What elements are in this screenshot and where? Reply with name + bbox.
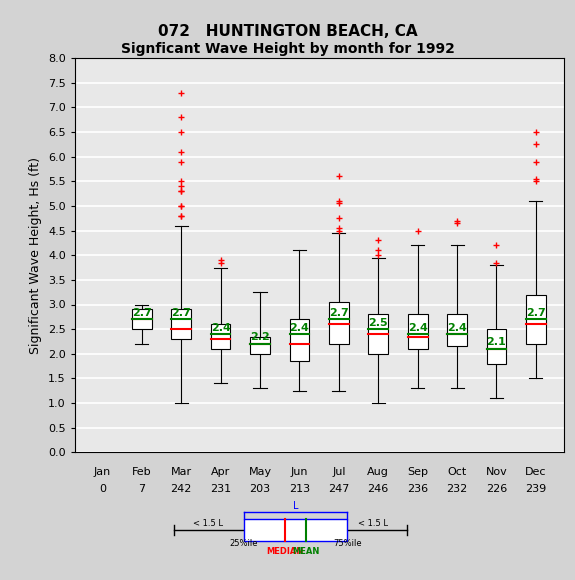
Text: Mar: Mar — [171, 467, 191, 477]
Text: 239: 239 — [526, 484, 546, 494]
Text: 242: 242 — [170, 484, 192, 494]
Text: Dec: Dec — [525, 467, 547, 477]
Text: Aug: Aug — [367, 467, 389, 477]
Bar — [408, 314, 428, 349]
Text: 7: 7 — [138, 484, 145, 494]
Text: 246: 246 — [367, 484, 389, 494]
Text: < 1.5 L: < 1.5 L — [358, 519, 388, 528]
Text: 232: 232 — [446, 484, 467, 494]
Text: 226: 226 — [486, 484, 507, 494]
Text: 203: 203 — [250, 484, 271, 494]
Text: 2.4: 2.4 — [447, 322, 467, 332]
Text: 247: 247 — [328, 484, 350, 494]
Bar — [290, 319, 309, 361]
Text: 2.7: 2.7 — [526, 308, 546, 318]
Text: Feb: Feb — [132, 467, 152, 477]
Bar — [447, 314, 467, 346]
Bar — [210, 324, 231, 349]
Text: 236: 236 — [407, 484, 428, 494]
Text: 2.7: 2.7 — [171, 308, 191, 318]
Bar — [250, 336, 270, 354]
Text: MEAN: MEAN — [292, 547, 320, 556]
Text: 2.2: 2.2 — [250, 332, 270, 342]
Text: Signficant Wave Height by month for 1992: Signficant Wave Height by month for 1992 — [121, 42, 454, 56]
Text: May: May — [248, 467, 271, 477]
Text: Jul: Jul — [332, 467, 346, 477]
Text: 231: 231 — [210, 484, 231, 494]
Text: Jan: Jan — [94, 467, 111, 477]
Text: 213: 213 — [289, 484, 310, 494]
Bar — [526, 295, 546, 344]
Bar — [329, 302, 348, 344]
Text: 2.4: 2.4 — [210, 322, 231, 332]
Text: 2.7: 2.7 — [132, 308, 152, 318]
Text: Jun: Jun — [291, 467, 308, 477]
Text: 2.7: 2.7 — [329, 308, 348, 318]
Text: Oct: Oct — [447, 467, 467, 477]
Text: 072   HUNTINGTON BEACH, CA: 072 HUNTINGTON BEACH, CA — [158, 24, 417, 39]
Bar — [369, 314, 388, 354]
Bar — [132, 310, 152, 329]
Text: 2.4: 2.4 — [289, 322, 309, 332]
Bar — [486, 329, 507, 364]
Text: Nov: Nov — [486, 467, 507, 477]
Text: MEDIAN: MEDIAN — [267, 547, 304, 556]
Text: 75%ile: 75%ile — [333, 539, 362, 548]
Bar — [244, 519, 347, 541]
Bar — [171, 310, 191, 339]
Text: 2.1: 2.1 — [486, 338, 507, 347]
Y-axis label: Significant Wave Height, Hs (ft): Significant Wave Height, Hs (ft) — [29, 157, 43, 354]
Text: < 1.5 L: < 1.5 L — [193, 519, 223, 528]
Text: 0: 0 — [99, 484, 106, 494]
Text: 2.4: 2.4 — [408, 322, 428, 332]
Text: Sep: Sep — [407, 467, 428, 477]
Text: 25%ile: 25%ile — [229, 539, 258, 548]
Text: 2.5: 2.5 — [369, 318, 388, 328]
Text: L: L — [293, 502, 298, 512]
Text: Apr: Apr — [211, 467, 230, 477]
